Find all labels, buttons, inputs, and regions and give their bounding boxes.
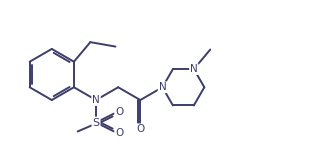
Text: O: O <box>136 124 145 134</box>
Text: N: N <box>92 95 100 105</box>
Text: N: N <box>158 82 166 92</box>
Text: O: O <box>115 128 123 138</box>
Text: S: S <box>93 118 100 128</box>
Text: N: N <box>190 64 198 74</box>
Text: O: O <box>115 107 123 117</box>
